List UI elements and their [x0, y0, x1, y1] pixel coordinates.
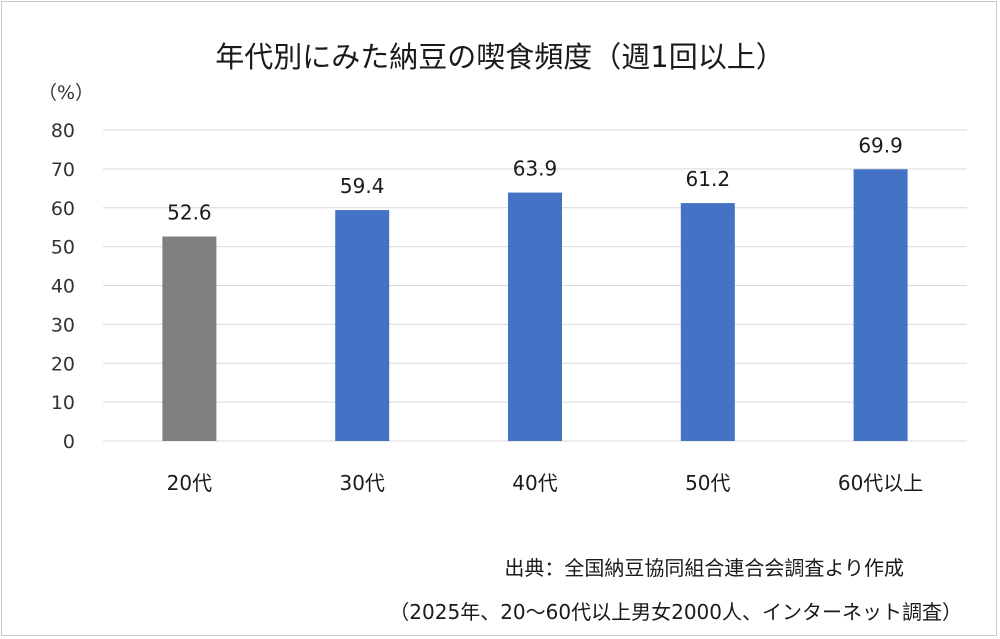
- category-label-1: 20代: [167, 471, 212, 495]
- category-label-2: 30代: [339, 471, 384, 495]
- source-line-2: （2025年、20～60代以上男女2000人、インターネット調査）: [389, 600, 962, 624]
- y-tick-label-40: 40: [51, 276, 75, 298]
- bar-5: [853, 169, 908, 442]
- y-tick-label-10: 10: [51, 392, 75, 414]
- y-axis-unit-label: （%）: [38, 82, 95, 104]
- bar-1: [162, 236, 217, 441]
- source-line-1: 出典：全国納豆協同組合連合会調査より作成: [504, 556, 904, 580]
- bar-3: [508, 192, 562, 441]
- y-tick-label-50: 50: [51, 237, 75, 259]
- data-label-3: 63.9: [513, 157, 558, 181]
- bar-4: [680, 203, 735, 441]
- category-label-5: 60代以上: [838, 471, 923, 495]
- category-label-3: 40代: [512, 471, 557, 495]
- y-tick-label-30: 30: [51, 314, 75, 336]
- data-label-5: 69.9: [858, 133, 903, 157]
- y-tick-label-80: 80: [51, 120, 75, 142]
- y-tick-label-20: 20: [51, 353, 75, 375]
- y-tick-label-60: 60: [51, 198, 75, 220]
- data-label-4: 61.2: [686, 167, 731, 191]
- data-label-1: 52.6: [167, 201, 212, 225]
- y-tick-label-70: 70: [51, 159, 75, 181]
- category-label-4: 50代: [685, 471, 730, 495]
- y-tick-label-0: 0: [63, 431, 75, 453]
- bar-2: [335, 210, 390, 441]
- data-label-2: 59.4: [340, 174, 385, 198]
- chart-title: 年代別にみた納豆の喫食頻度（週1回以上）: [215, 40, 785, 74]
